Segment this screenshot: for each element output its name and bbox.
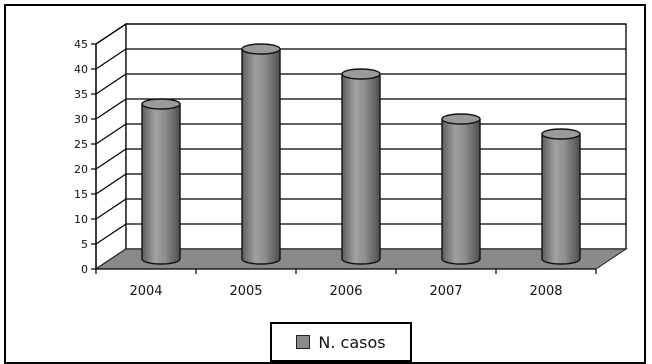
bar-chart: 0 5 10 15 20 25 30 35 40 45 2004 2005 2006 2007 2008: [74, 22, 628, 299]
y-tick-label: 20: [74, 163, 88, 176]
bar-top: [341, 68, 381, 80]
bar-top: [141, 98, 181, 110]
bar: [541, 128, 581, 265]
bar-body: [341, 73, 381, 265]
bar-body: [541, 133, 581, 265]
x-tick-label: 2005: [229, 284, 262, 299]
x-tick-label: 2006: [329, 284, 362, 299]
bar-body: [441, 118, 481, 265]
gridline: [95, 48, 626, 70]
bar: [341, 68, 381, 265]
chart-legend: N. casos: [270, 322, 412, 362]
x-tick-label: 2004: [129, 284, 162, 299]
bar: [141, 98, 181, 265]
gridline: [95, 73, 626, 95]
y-tick-label: 40: [74, 63, 88, 76]
legend-swatch: [296, 335, 311, 349]
gridline: [95, 23, 626, 45]
chart-frame: 0 5 10 15 20 25 30 35 40 45 2004 2005 2006 2007 2008 …: [4, 4, 646, 364]
bar-body: [141, 103, 181, 265]
y-tick-label: 10: [74, 213, 88, 226]
bar: [441, 113, 481, 265]
legend-label: N. casos: [318, 332, 386, 352]
y-tick-label: 45: [74, 38, 88, 51]
x-tick-label: 2008: [529, 284, 562, 299]
gridline: [95, 98, 626, 120]
x-tick-label: 2007: [429, 284, 462, 299]
y-tick-label: 30: [74, 113, 88, 126]
bar-top: [441, 113, 481, 125]
left-wall: [95, 22, 127, 271]
bar-top: [241, 43, 281, 55]
y-tick-label: 35: [74, 88, 88, 101]
y-tick-label: 0: [81, 263, 88, 276]
bar-top: [541, 128, 581, 140]
y-tick-label: 5: [81, 238, 88, 251]
y-tick-label: 25: [74, 138, 88, 151]
y-tick-label: 15: [74, 188, 88, 201]
bar: [241, 43, 281, 265]
bar-body: [241, 48, 281, 265]
